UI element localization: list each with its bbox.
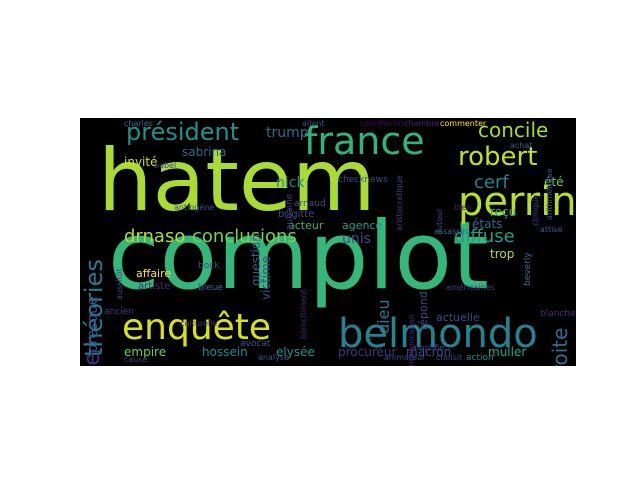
cloud-word-été: été (544, 175, 564, 189)
cloud-word-perrin: perrin (458, 179, 576, 225)
cloud-word-robert: robert (458, 142, 538, 172)
cloud-word-bien: bien (454, 203, 472, 212)
cloud-word-aussitôt: aussitôt (115, 268, 124, 301)
cloud-word-agence: agence (342, 219, 383, 232)
cloud-word-affaire: affaire (136, 267, 172, 280)
cloud-word-checknews: checknews (338, 175, 388, 185)
cloud-word-bleue: bleue (198, 283, 223, 293)
cloud-word-commenter: commenter (440, 119, 487, 128)
cloud-word-trump: trump (266, 125, 309, 141)
cloud-word-américaines: américaines (446, 283, 495, 292)
cloud-word-avocat: avocat (240, 339, 271, 349)
cloud-word-aristocratique: aristocratique (395, 175, 404, 232)
cloud-word-bock: bock (198, 261, 220, 271)
cloud-word-procureur: procureur (338, 345, 397, 359)
cloud-word-chambre: chambre (404, 119, 440, 128)
cloud-word-animateur: animateur (384, 353, 426, 362)
cloud-word-cause: cause (124, 355, 148, 364)
cloud-word-achat: achat (510, 141, 533, 150)
cloud-word-camillechri: camillechri (360, 119, 404, 128)
cloud-word-analyse: analyse (258, 353, 289, 362)
cloud-word-blanchiment: blanchiment (299, 288, 308, 339)
cloud-word-aubaine: aubaine (285, 193, 295, 230)
cloud-word-complot: complot (108, 202, 489, 311)
cloud-word-blanche: blanche (540, 309, 576, 319)
cloud-word-actuelle: actuelle (436, 311, 480, 324)
cloud-word-victime: victime (259, 256, 273, 301)
cloud-word-macron: macron (406, 345, 452, 359)
cloud-word-trop: trop (490, 247, 515, 261)
cloud-word-arithmétique: arithmétique (545, 167, 554, 220)
cloud-word-unis: unis (342, 231, 371, 247)
cloud-word-campagne: campagne (80, 352, 105, 366)
cloud-word-hossein: hossein (202, 345, 248, 359)
cloud-word-reçu: reçu (490, 205, 517, 219)
word-cloud-image: hatem complot france enquête belmondo perrin r… (80, 118, 576, 366)
cloud-word-diffuse: diffuse (454, 226, 515, 247)
cloud-word-brigitte: brigitte (278, 209, 315, 220)
cloud-word-choisit: choisit (436, 353, 463, 362)
cloud-word-antiogène: antiogène (174, 203, 215, 212)
cloud-word-acteur: acteur (288, 219, 324, 232)
cloud-word-ancien: ancien (104, 307, 134, 317)
cloud-word-président: président (126, 118, 240, 146)
cloud-word-dieu: dieu (374, 299, 393, 335)
cloud-word-drnaso: drnaso (124, 226, 186, 247)
cloud-word-nick: nick (276, 175, 305, 191)
cloud-word-action: action (466, 353, 494, 363)
cloud-word-concile: concile (478, 118, 549, 142)
cloud-word-clinique: clinique (531, 195, 540, 227)
cloud-word-droite: droite (548, 327, 572, 366)
cloud-word-sabrina: sabrina (182, 145, 227, 159)
cloud-word-france: france (304, 119, 425, 163)
cloud-word-enquête: enquête (122, 307, 272, 348)
cloud-word-muller: muller (488, 345, 527, 359)
cloud-word-artiste: artiste (138, 281, 171, 292)
cloud-word-presque: presque (85, 296, 101, 353)
cloud-word-beverly: beverly (523, 252, 533, 286)
cloud-word-hatem: hatem (98, 131, 376, 231)
cloud-word-attise: attise (540, 225, 563, 234)
cloud-word-cerf: cerf (474, 172, 509, 193)
cloud-word-charles: charles (124, 119, 153, 128)
cloud-word-invité: invité (124, 155, 158, 169)
cloud-word-conclusions: conclusions (192, 226, 297, 247)
cloud-word-répond: répond (417, 290, 430, 330)
cloud-word-empire: empire (124, 345, 167, 359)
cloud-word-belmondo: belmondo (338, 311, 538, 357)
cloud-word-babel: babel (154, 161, 177, 170)
cloud-word-assassin: assassin (434, 227, 468, 236)
cloud-word-elysée: elysée (276, 345, 315, 359)
cloud-word-allant: allant (302, 119, 325, 128)
cloud-word-culturelle: culturelle (180, 319, 218, 328)
cloud-word-amplifie: amplifie (412, 343, 445, 352)
cloud-word-états: états (472, 217, 503, 231)
cloud-word-arnaud: arnaud (294, 199, 326, 209)
